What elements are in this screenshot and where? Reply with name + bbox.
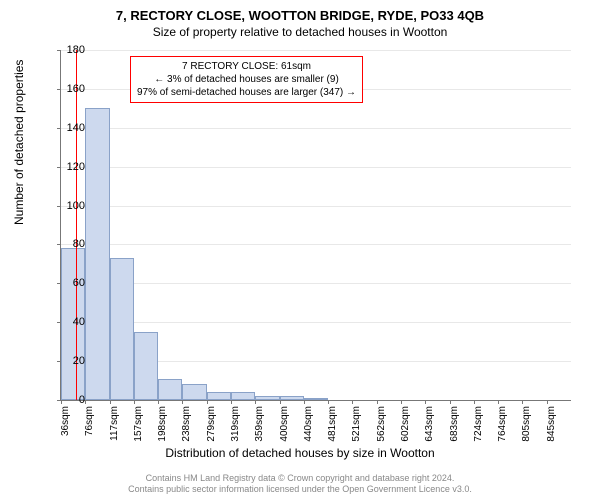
histogram-bar [207,392,231,400]
xtick-mark [158,400,159,404]
footer-line2: Contains public sector information licen… [0,484,600,496]
xtick-label: 643sqm [424,406,435,446]
xtick-mark [231,400,232,404]
xtick-label: 238sqm [181,406,192,446]
gridline [61,206,571,207]
xtick-mark [352,400,353,404]
ytick-label: 100 [55,200,85,212]
xtick-label: 319sqm [230,406,241,446]
xtick-label: 157sqm [133,406,144,446]
xtick-label: 279sqm [206,406,217,446]
xtick-mark [304,400,305,404]
gridline [61,283,571,284]
y-axis-label: Number of detached properties [12,60,26,225]
xtick-label: 117sqm [109,406,120,446]
xtick-label: 481sqm [327,406,338,446]
gridline [61,322,571,323]
xtick-mark [110,400,111,404]
ytick-label: 80 [55,238,85,250]
gridline [61,50,571,51]
footer-line1: Contains HM Land Registry data © Crown c… [0,473,600,485]
footer: Contains HM Land Registry data © Crown c… [0,473,600,496]
gridline [61,244,571,245]
xtick-mark [255,400,256,404]
histogram-bar [85,108,109,400]
xtick-label: 76sqm [84,406,95,446]
x-axis-label: Distribution of detached houses by size … [0,446,600,460]
xtick-mark [377,400,378,404]
title-sub: Size of property relative to detached ho… [0,23,600,43]
histogram-bar [231,392,255,400]
xtick-mark [522,400,523,404]
histogram-bar [304,398,328,400]
xtick-label: 198sqm [157,406,168,446]
histogram-bar [182,384,206,400]
annotation-line2: ← 3% of detached houses are smaller (9) [137,73,356,86]
xtick-mark [85,400,86,404]
xtick-label: 683sqm [449,406,460,446]
xtick-mark [134,400,135,404]
annotation-line3: 97% of semi-detached houses are larger (… [137,86,356,99]
xtick-label: 602sqm [400,406,411,446]
histogram-bar [280,396,304,400]
ytick-label: 140 [55,122,85,134]
xtick-label: 562sqm [376,406,387,446]
xtick-mark [401,400,402,404]
xtick-mark [207,400,208,404]
annotation-line1: 7 RECTORY CLOSE: 61sqm [137,60,356,73]
ytick-label: 120 [55,161,85,173]
xtick-label: 764sqm [497,406,508,446]
xtick-label: 805sqm [521,406,532,446]
xtick-label: 400sqm [279,406,290,446]
xtick-mark [182,400,183,404]
xtick-label: 845sqm [546,406,557,446]
ytick-label: 0 [55,394,85,406]
chart-area: 7 RECTORY CLOSE: 61sqm ← 3% of detached … [60,50,570,400]
xtick-mark [498,400,499,404]
xtick-mark [547,400,548,404]
xtick-label: 359sqm [254,406,265,446]
xtick-mark [280,400,281,404]
histogram-bar [110,258,134,400]
xtick-mark [425,400,426,404]
ytick-label: 160 [55,83,85,95]
ytick-label: 180 [55,44,85,56]
histogram-bar [134,332,158,400]
histogram-bar [255,396,279,400]
xtick-label: 724sqm [473,406,484,446]
marker-line [76,50,77,400]
title-main: 7, RECTORY CLOSE, WOOTTON BRIDGE, RYDE, … [0,0,600,23]
ytick-label: 20 [55,355,85,367]
xtick-label: 440sqm [303,406,314,446]
xtick-mark [328,400,329,404]
xtick-label: 36sqm [60,406,71,446]
ytick-label: 60 [55,277,85,289]
xtick-mark [474,400,475,404]
gridline [61,167,571,168]
gridline [61,128,571,129]
ytick-label: 40 [55,316,85,328]
histogram-bar [158,379,182,400]
xtick-label: 521sqm [351,406,362,446]
annotation-box: 7 RECTORY CLOSE: 61sqm ← 3% of detached … [130,56,363,103]
xtick-mark [450,400,451,404]
